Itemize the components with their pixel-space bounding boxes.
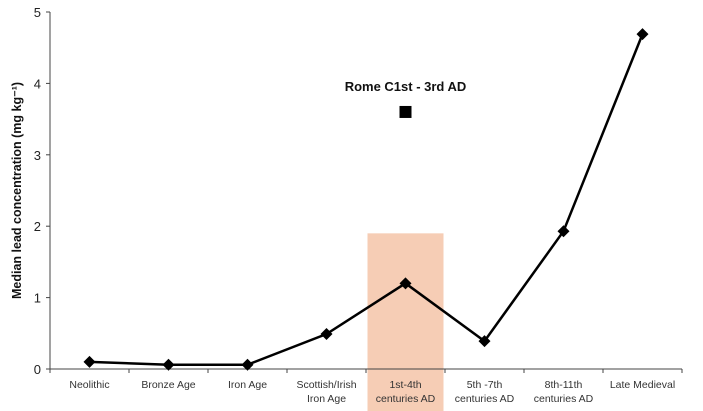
data-point-diamond <box>636 28 649 41</box>
x-tick-label-line: Scottish/Irish <box>296 379 356 391</box>
x-tick-label-line: Late Medieval <box>610 379 675 391</box>
y-tick-label: 1 <box>34 291 41 306</box>
data-point-diamond <box>241 358 254 371</box>
y-tick-label: 0 <box>34 362 41 377</box>
data-point-diamond <box>83 355 96 368</box>
data-point-diamond <box>320 328 333 341</box>
x-tick-label-line: Iron Age <box>228 379 267 391</box>
x-tick-label-line: centuries AD <box>455 393 515 405</box>
data-point-diamond <box>478 335 491 348</box>
x-tick-label-line: 8th-11th <box>545 379 583 391</box>
rome-annotation: Rome C1st - 3rd AD <box>345 79 467 94</box>
x-tick-label: 8th-11th centuries AD <box>534 379 594 405</box>
rome-data-point-square <box>399 105 412 118</box>
series-line <box>89 33 644 366</box>
data-point-diamond <box>399 277 412 290</box>
y-tick-label: 5 <box>34 5 41 20</box>
x-tick-label-line: Iron Age <box>307 393 346 405</box>
x-tick-label: Iron Age <box>228 379 267 391</box>
x-tick-label: 5th -7th centuries AD <box>455 379 515 405</box>
y-tick-label: 4 <box>34 76 41 91</box>
y-tick-label: 3 <box>34 148 41 163</box>
x-tick-label-line: 1st-4th <box>389 379 421 391</box>
x-tick-label: Neolithic <box>69 379 109 391</box>
x-tick-label-line: centuries AD <box>376 393 436 405</box>
x-tick-label-line: Neolithic <box>69 379 109 391</box>
y-axis-label: Median lead concentration (mg kg⁻¹) <box>10 82 24 299</box>
data-point-diamond <box>557 225 570 238</box>
data-point-diamond <box>162 358 175 371</box>
x-tick-label-line: Bronze Age <box>141 379 195 391</box>
x-tick-label: Bronze Age <box>141 379 195 391</box>
x-tick-label-line: centuries AD <box>534 393 594 405</box>
y-tick-label: 2 <box>34 219 41 234</box>
x-tick-label: Scottish/Irish Iron Age <box>296 379 356 405</box>
x-tick-label: 1st-4th centuries AD <box>376 379 436 405</box>
highlight-band <box>367 233 444 411</box>
x-tick-label-line: 5th -7th <box>467 379 503 391</box>
x-tick-label: Late Medieval <box>610 379 675 391</box>
